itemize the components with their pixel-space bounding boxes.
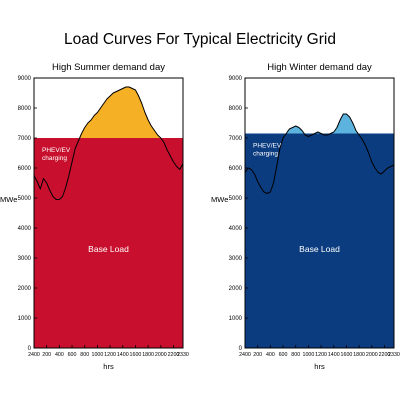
winter-ytick-label: 3000: [229, 256, 243, 262]
summer-xtick-label: 1000: [92, 352, 104, 358]
summer-xtick-label: 600: [68, 352, 77, 358]
winter-base-load-label: Base Load: [299, 244, 340, 254]
summer-demand-curve: [34, 86, 183, 200]
summer-chart-title: High Summer demand day: [52, 62, 165, 73]
winter-ytick-label: 7000: [229, 136, 243, 142]
winter-ytick-label: 6000: [229, 166, 243, 172]
winter-xtick-label: 1600: [341, 352, 353, 358]
winter-xtick-label: 1400: [328, 352, 340, 358]
summer-ytick-label: 9000: [18, 76, 32, 82]
winter-ytick-label: 4000: [229, 226, 243, 232]
winter-chart-title: High Winter demand day: [267, 62, 372, 73]
summer-ytick-label: 7000: [18, 136, 32, 142]
winter-xtick-label: 2400: [239, 352, 251, 358]
summer-ytick-label: 0: [28, 346, 32, 352]
winter-base-load-area: [245, 133, 394, 348]
winter-ylabel: MWe: [211, 195, 228, 204]
summer-base-load-area: [34, 138, 183, 348]
summer-xtick-label: 2200: [168, 352, 180, 358]
summer-ytick-label: 6000: [18, 166, 32, 172]
winter-xlabel: hrs: [314, 362, 325, 371]
summer-xtick-label: 1400: [117, 352, 129, 358]
winter-charging-label-line2: charging: [253, 151, 278, 158]
summer-base-load-label: Base Load: [88, 244, 129, 254]
summer-xtick-label: 800: [80, 352, 89, 358]
winter-charging-label-line1: PHEV/EV: [253, 143, 282, 150]
summer-charging-label-line1: PHEV/EV: [42, 147, 71, 154]
winter-ytick-label: 8000: [229, 106, 243, 112]
winter-xtick-label: 2330: [388, 352, 400, 358]
winter-ytick-label: 5000: [229, 196, 243, 202]
winter-plot-frame: [244, 77, 395, 349]
summer-xtick-label: 1800: [142, 352, 154, 358]
figure-title: Load Curves For Typical Electricity Grid: [64, 31, 336, 48]
winter-xtick-label: 800: [291, 352, 300, 358]
summer-xtick-label: 2400: [28, 352, 40, 358]
summer-xtick-label: 200: [42, 352, 51, 358]
summer-xlabel: hrs: [103, 362, 114, 371]
summer-charging-label-line2: charging: [42, 155, 67, 162]
winter-xtick-label: 2200: [379, 352, 391, 358]
summer-ytick-label: 5000: [18, 196, 32, 202]
winter-xtick-label: 200: [253, 352, 262, 358]
winter-ytick-label: 9000: [229, 76, 243, 82]
winter-xtick-label: 600: [279, 352, 288, 358]
winter-xtick-label: 1000: [303, 352, 315, 358]
summer-ytick-label: 1000: [18, 316, 32, 322]
summer-ylabel: MWe: [0, 195, 17, 204]
summer-xtick-label: 1200: [104, 352, 116, 358]
summer-xtick-label: 2000: [155, 352, 167, 358]
winter-ytick-label: 2000: [229, 286, 243, 292]
summer-ytick-label: 4000: [18, 226, 32, 232]
winter-demand-curve: [245, 113, 394, 194]
winter-ytick-label: 1000: [229, 316, 243, 322]
winter-xtick-label: 1200: [315, 352, 327, 358]
summer-xtick-label: 400: [55, 352, 64, 358]
summer-xtick-label: 2330: [177, 352, 189, 358]
winter-xtick-label: 400: [266, 352, 275, 358]
summer-ytick-label: 3000: [18, 256, 32, 262]
summer-ytick-label: 2000: [18, 286, 32, 292]
winter-xtick-label: 2000: [366, 352, 378, 358]
summer-plot-frame: [33, 77, 184, 349]
summer-chart: High Summer demand day 0 1000 2000 3000 4000 5…: [0, 62, 189, 371]
summer-xtick-label: 1600: [130, 352, 142, 358]
summer-ytick-label: 8000: [18, 106, 32, 112]
winter-chart: High Winter demand day 0 1000 2000 3000 4000 5…: [211, 62, 400, 371]
winter-ytick-label: 0: [239, 346, 243, 352]
winter-xtick-label: 1800: [353, 352, 365, 358]
